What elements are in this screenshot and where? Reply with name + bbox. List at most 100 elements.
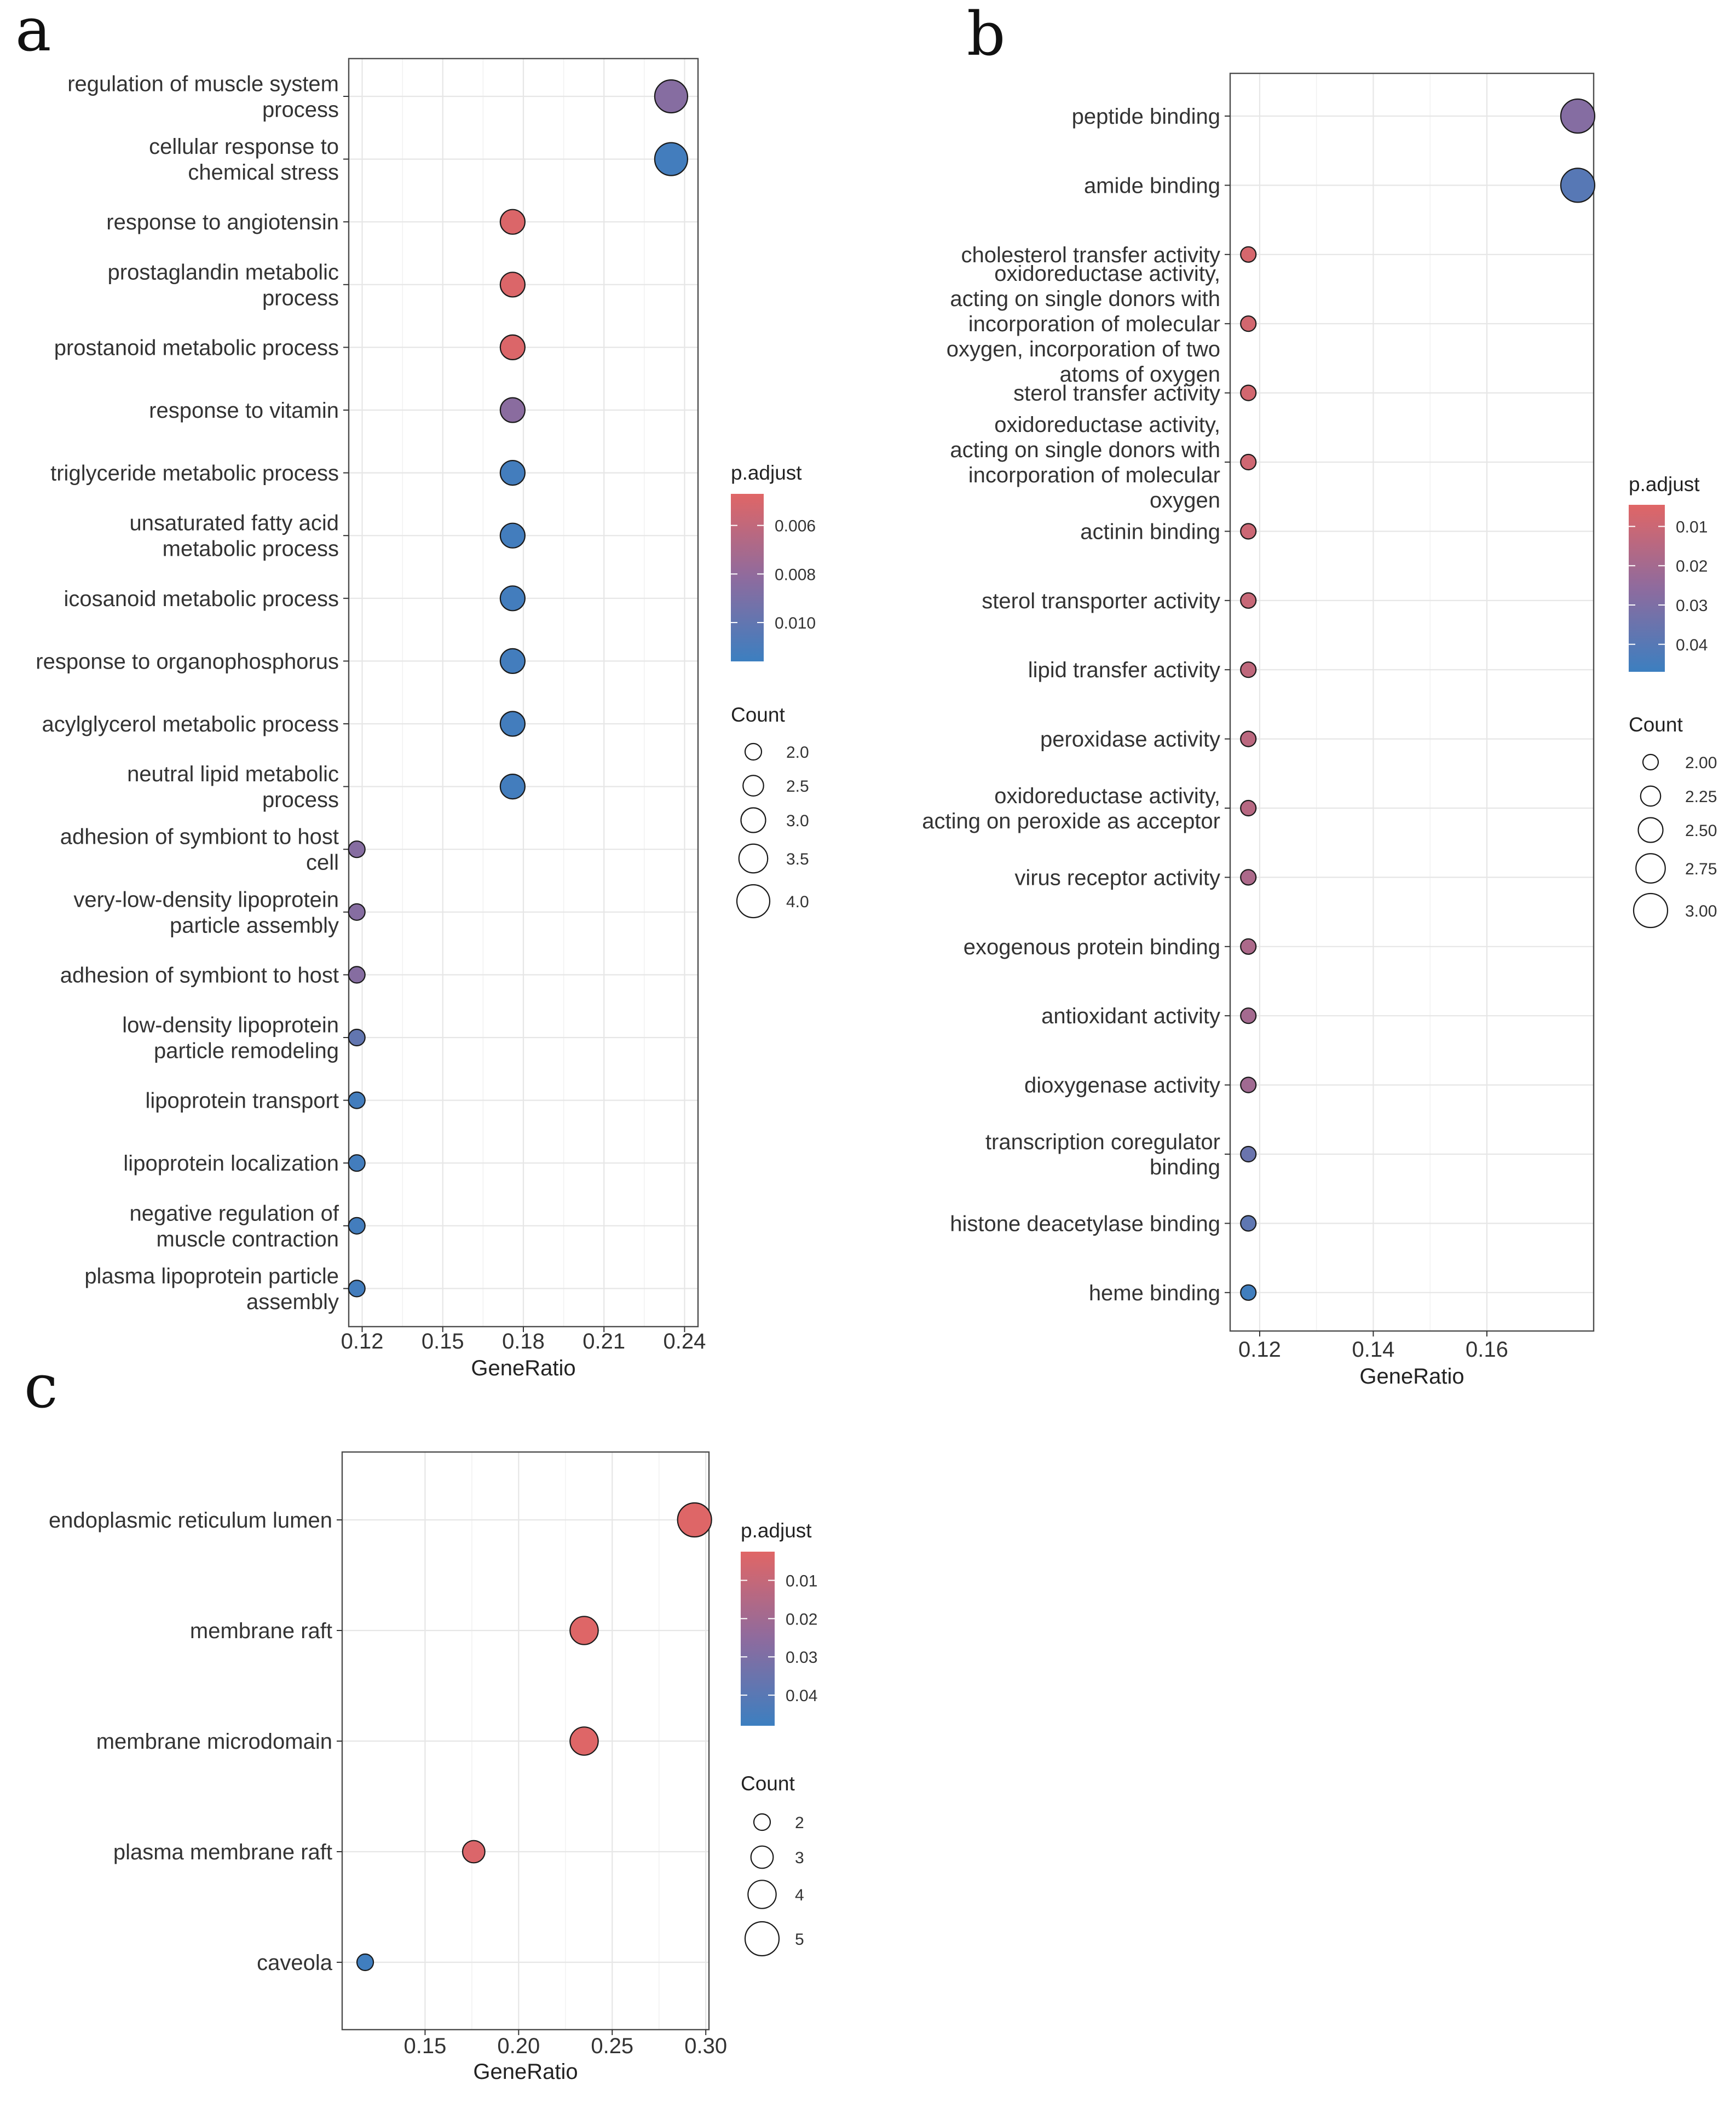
x-tick-label: 0.16 — [1466, 1338, 1508, 1362]
category-label-line: particle assembly — [170, 913, 339, 937]
size-legend-label: 2.75 — [1685, 860, 1717, 878]
data-point — [1240, 453, 1257, 471]
colorbar-label: 0.03 — [1676, 597, 1708, 615]
category-label: transcription coregulator binding — [985, 1130, 1220, 1179]
x-axis-title: GeneRatio — [1359, 1364, 1464, 1388]
category-label: dioxygenase activity — [1024, 1074, 1220, 1098]
size-legend-label: 3 — [795, 1849, 804, 1867]
category-label-line: response to angiotensin — [106, 210, 339, 234]
category-label-line: incorporation of molecular — [968, 463, 1220, 487]
data-point — [677, 1502, 712, 1538]
size-legend-label: 2.5 — [786, 777, 809, 796]
data-point — [1240, 384, 1257, 401]
category-label: adhesion of symbiont to host cell — [60, 825, 339, 875]
category-label-line: assembly — [246, 1290, 339, 1314]
data-point — [499, 209, 526, 235]
category-label-line: prostanoid metabolic process — [54, 336, 339, 360]
category-label-line: metabolic process — [163, 537, 339, 561]
gridlines — [349, 59, 698, 1327]
category-label-line: incorporation of molecular — [968, 312, 1220, 336]
data-point — [1240, 1215, 1257, 1232]
data-point — [654, 79, 689, 114]
panel-c-chart: endoplasmic reticulum lumen membrane raft… — [49, 1451, 817, 2084]
size-legend-label: 3.0 — [786, 812, 809, 830]
legend-color-title: p.adjust — [731, 462, 802, 484]
data-point — [1240, 1076, 1257, 1093]
category-label-line: virus receptor activity — [1014, 866, 1220, 890]
data-point — [1240, 869, 1257, 886]
category-label-line: membrane microdomain — [96, 1730, 332, 1754]
category-label-line: acting on single donors with — [950, 287, 1220, 311]
category-label: lipoprotein localization — [123, 1151, 339, 1176]
category-label: cellular response to chemical stress — [149, 135, 339, 185]
size-legend-label: 2.00 — [1685, 754, 1717, 772]
category-label: lipid transfer activity — [1028, 658, 1220, 682]
colorbar-label: 0.04 — [786, 1687, 817, 1705]
data-point — [1240, 592, 1257, 609]
category-label: oxidoreductase activity, acting on peroxi… — [922, 784, 1220, 833]
category-label-line: unsaturated fatty acid — [130, 511, 339, 535]
category-label-line: response to vitamin — [149, 399, 339, 423]
category-label-line: adhesion of symbiont to host — [60, 963, 339, 987]
data-point — [1240, 730, 1257, 747]
x-tick-label: 0.15 — [422, 1329, 464, 1353]
category-label: prostanoid metabolic process — [54, 336, 339, 360]
x-tick-label: 0.15 — [404, 2034, 447, 2058]
category-label-line: plasma lipoprotein particle — [84, 1264, 339, 1288]
category-label: neutral lipid metabolic process — [127, 762, 339, 812]
category-label-line: process — [262, 788, 339, 812]
category-label: negative regulation of muscle contraction — [130, 1201, 339, 1251]
category-label-line: cholesterol transfer activity — [961, 243, 1220, 267]
category-label-line: antioxidant activity — [1041, 1004, 1220, 1028]
category-label-line: sterol transfer activity — [1013, 382, 1220, 406]
data-point — [569, 1726, 599, 1756]
x-tick-label: 0.30 — [684, 2034, 727, 2058]
category-label: response to vitamin — [149, 399, 339, 423]
category-label-line: sterol transporter activity — [982, 589, 1220, 613]
category-label-line: peptide binding — [1072, 105, 1220, 129]
colorbar-label: 0.04 — [1676, 636, 1708, 654]
size-legend-circle — [736, 884, 771, 919]
category-label: plasma membrane raft — [113, 1840, 332, 1864]
category-label-line: lipoprotein localization — [123, 1151, 339, 1176]
data-point — [348, 966, 366, 984]
category-label-line: plasma membrane raft — [113, 1840, 332, 1864]
data-point — [499, 272, 526, 298]
colorbar-label: 0.006 — [775, 517, 816, 535]
size-legend-circle — [753, 1813, 771, 1831]
x-axis-title: GeneRatio — [473, 2060, 578, 2084]
x-tick-label: 0.25 — [591, 2034, 633, 2058]
data-point — [356, 1953, 374, 1972]
category-label-line: muscle contraction — [157, 1227, 339, 1251]
category-label-line: binding — [1150, 1155, 1220, 1179]
category-label-line: prostaglandin metabolic — [108, 260, 339, 284]
size-legend-circle — [738, 843, 769, 874]
category-label: adhesion of symbiont to host — [60, 963, 339, 987]
x-tick-label: 0.18 — [502, 1329, 545, 1353]
category-label: cholesterol transfer activity — [961, 243, 1220, 267]
category-label-line: exogenous protein binding — [964, 935, 1220, 959]
data-point — [499, 334, 526, 361]
data-point — [1240, 1007, 1257, 1024]
size-legend-label: 2.25 — [1685, 788, 1717, 806]
panel-a-chart: regulation of muscle system processcellul… — [36, 57, 816, 1380]
size-legend-label: 3.5 — [786, 850, 809, 868]
data-point — [348, 1217, 366, 1235]
category-label-line: dioxygenase activity — [1024, 1074, 1220, 1098]
legend-color-title: p.adjust — [1629, 473, 1700, 495]
category-label-line: heme binding — [1089, 1281, 1220, 1305]
category-label: peptide binding — [1072, 105, 1220, 129]
category-label: sterol transfer activity — [1013, 382, 1220, 406]
colorbar — [731, 494, 764, 661]
size-legend-label: 4.0 — [786, 893, 809, 911]
size-legend-label: 5 — [795, 1931, 804, 1949]
data-point — [499, 522, 526, 549]
category-label-line: oxygen, incorporation of two — [947, 337, 1220, 361]
x-tick-label: 0.12 — [341, 1329, 384, 1353]
data-point — [1240, 315, 1257, 332]
data-point — [499, 773, 526, 800]
category-label: prostaglandin metabolic process — [108, 260, 339, 310]
colorbar-label: 0.01 — [786, 1572, 817, 1590]
size-legend-circle — [1642, 753, 1659, 771]
